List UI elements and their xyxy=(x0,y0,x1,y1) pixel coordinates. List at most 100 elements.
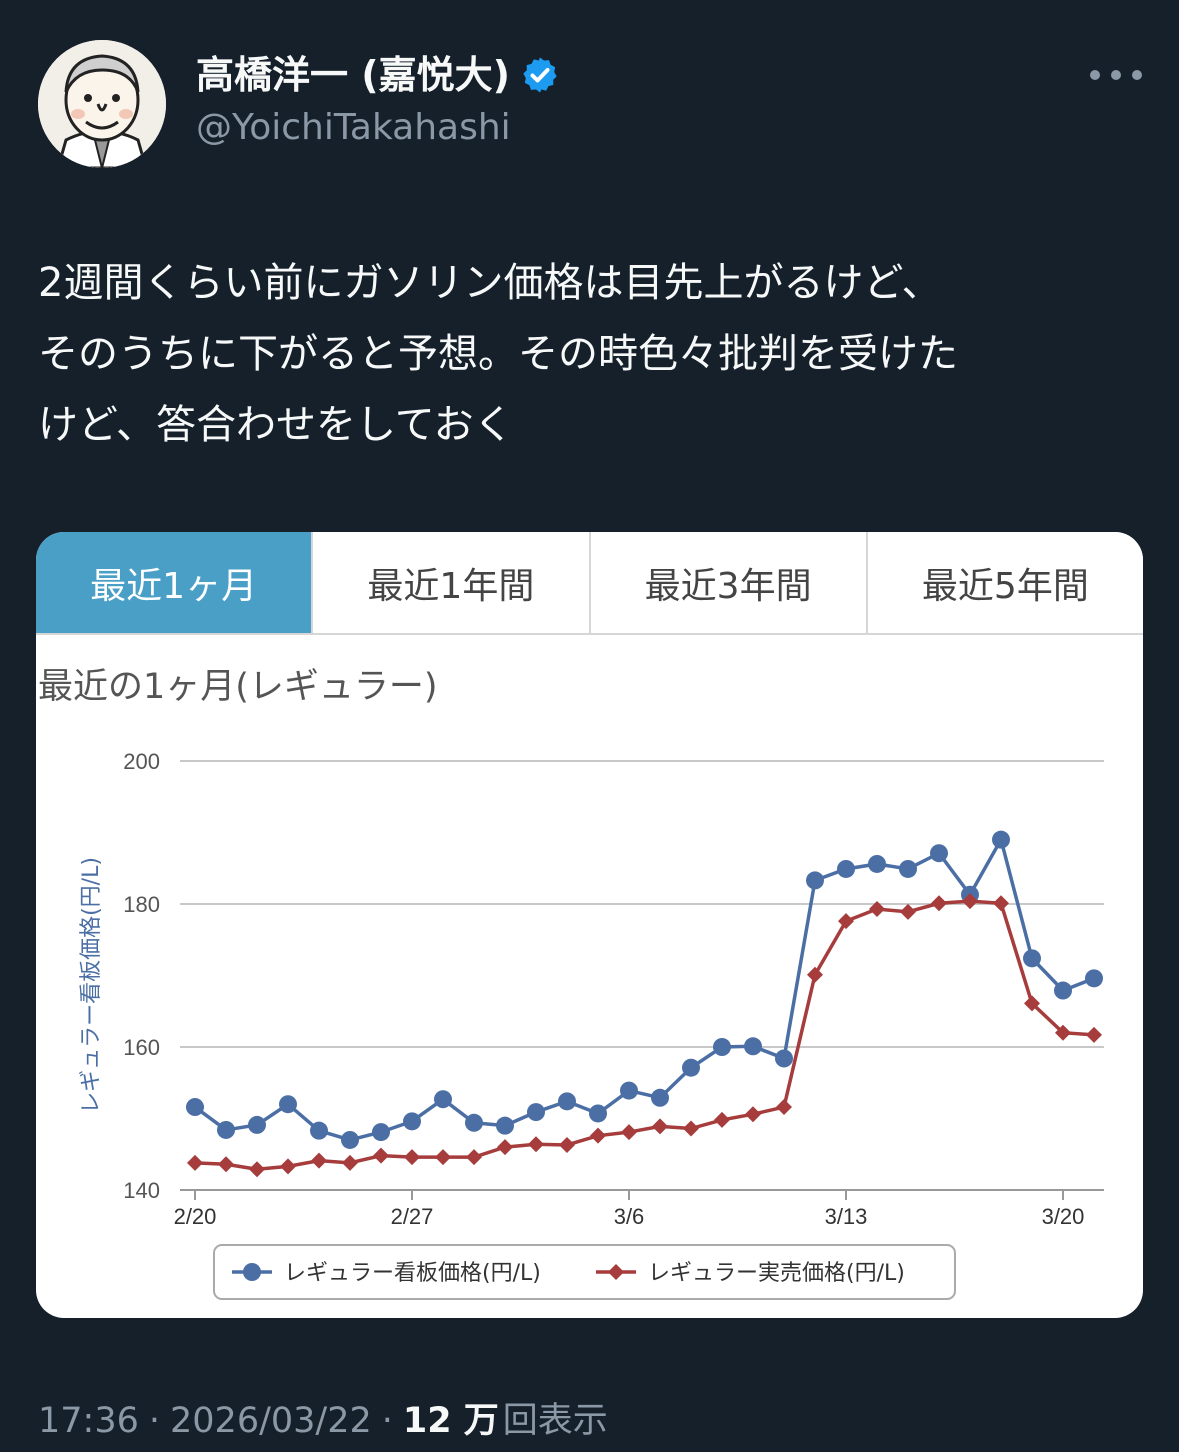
data-point xyxy=(248,1115,266,1134)
verified-badge-icon xyxy=(523,57,557,93)
data-point xyxy=(590,1127,606,1144)
data-point xyxy=(930,844,948,863)
data-point xyxy=(373,1147,389,1164)
data-point xyxy=(435,1149,451,1166)
data-point xyxy=(621,1124,637,1141)
y-axis-label: レギュラー看板価格(円/L) xyxy=(79,857,104,1114)
data-point xyxy=(186,1098,204,1117)
x-tick-label: 2/27 xyxy=(391,1204,434,1229)
data-point xyxy=(496,1116,514,1135)
author-display-name-row[interactable]: 高橋洋一 (嘉悦大) xyxy=(196,52,560,98)
tweet-text: 2週間くらい前にガソリン価格は目先上がるけど、 そのうちに下がると予想。その時色… xyxy=(38,260,958,448)
data-point xyxy=(1054,981,1072,1000)
author-info[interactable]: 高橋洋一 (嘉悦大) @YoichiTakahashi xyxy=(196,52,560,150)
series-line-1 xyxy=(193,835,1095,1142)
x-tick-label: 3/13 xyxy=(825,1204,868,1229)
data-point xyxy=(310,1121,328,1140)
data-point xyxy=(403,1112,421,1131)
data-point xyxy=(311,1152,327,1169)
x-tick-label: 2/20 xyxy=(174,1204,217,1229)
price-line-chart: 200 180 160 140 2/20 2/27 3/6 3/13 3/20 レギュラー看板価格… xyxy=(79,749,1104,1300)
view-label: 回表示 xyxy=(502,1401,608,1441)
data-point xyxy=(683,1120,699,1137)
data-point xyxy=(682,1058,700,1077)
data-point xyxy=(651,1088,669,1107)
more-options-icon[interactable] xyxy=(1090,60,1142,90)
data-point xyxy=(404,1149,420,1166)
y-tick-label: 140 xyxy=(123,1178,160,1203)
y-tick-label: 160 xyxy=(123,1035,160,1060)
series-line-2 xyxy=(194,899,1095,1172)
data-point xyxy=(217,1120,235,1139)
y-tick-label: 180 xyxy=(123,892,160,917)
data-point xyxy=(713,1038,731,1056)
legend-label: レギュラー看板価格(円/L) xyxy=(284,1261,541,1286)
y-tick-label: 200 xyxy=(123,749,160,774)
data-point xyxy=(1086,1026,1102,1043)
data-point xyxy=(558,1092,576,1111)
data-point xyxy=(341,1130,359,1149)
data-point xyxy=(993,895,1009,912)
data-point xyxy=(899,859,917,878)
period-tabs: 最近1ヶ月 最近1年間 最近3年間 最近5年間 xyxy=(36,532,1143,635)
data-point xyxy=(589,1104,607,1123)
data-point xyxy=(775,1049,793,1068)
data-point xyxy=(497,1139,513,1156)
data-point xyxy=(1023,949,1041,968)
data-point xyxy=(279,1095,297,1114)
meta-separator: · xyxy=(381,1401,393,1441)
data-point xyxy=(620,1081,638,1100)
data-point xyxy=(806,871,824,890)
data-point xyxy=(652,1118,668,1135)
x-tick-label: 3/20 xyxy=(1042,1204,1085,1229)
data-point xyxy=(776,1099,792,1116)
data-point xyxy=(1085,969,1103,988)
data-point xyxy=(249,1161,265,1178)
data-point xyxy=(372,1123,390,1142)
data-point xyxy=(869,901,885,918)
data-point xyxy=(962,893,978,910)
data-point xyxy=(466,1149,482,1166)
tab-5-years[interactable]: 最近5年間 xyxy=(865,532,1143,633)
data-point xyxy=(1055,1024,1071,1041)
data-point xyxy=(745,1106,761,1123)
data-point xyxy=(992,830,1010,849)
data-point xyxy=(218,1156,234,1173)
tweet-time[interactable]: 17:36 xyxy=(38,1401,139,1441)
legend-box xyxy=(213,1244,956,1300)
data-point xyxy=(280,1158,296,1175)
data-point xyxy=(527,1103,545,1122)
data-point xyxy=(342,1154,358,1171)
data-point xyxy=(807,966,823,983)
data-point xyxy=(744,1037,762,1056)
tweet-media-image[interactable]: 最近1ヶ月 最近1年間 最近3年間 最近5年間 最近の1ヶ月(レギュラー) 20… xyxy=(36,532,1143,1318)
data-point xyxy=(559,1136,575,1153)
data-point xyxy=(1024,995,1040,1012)
data-point xyxy=(837,859,855,878)
data-point xyxy=(465,1113,483,1132)
data-point xyxy=(931,895,947,912)
tweet-meta: 17:36 · 2026/03/22 · 12 万 回表示 xyxy=(38,1392,608,1443)
author-display-name[interactable]: 高橋洋一 (嘉悦大) xyxy=(196,53,510,97)
tab-1-month[interactable]: 最近1ヶ月 xyxy=(36,532,312,633)
chart-title: 最近の1ヶ月(レギュラー) xyxy=(38,667,438,707)
legend-marker xyxy=(608,1264,624,1280)
illustrated-avatar-icon xyxy=(38,40,166,168)
legend-marker xyxy=(243,1263,261,1281)
view-count: 12 万 xyxy=(402,1401,499,1441)
legend-label: レギュラー実売価格(円/L) xyxy=(648,1261,905,1286)
tweet-date[interactable]: 2026/03/22 xyxy=(170,1401,372,1441)
tab-1-year[interactable]: 最近1年間 xyxy=(311,532,589,633)
author-handle[interactable]: @YoichiTakahashi xyxy=(196,107,511,148)
data-point xyxy=(187,1154,203,1171)
author-avatar[interactable] xyxy=(38,40,166,168)
data-point xyxy=(838,913,854,930)
data-point xyxy=(900,903,916,920)
x-tick-label: 3/6 xyxy=(614,1204,645,1229)
tab-3-years[interactable]: 最近3年間 xyxy=(588,532,866,633)
meta-separator: · xyxy=(148,1401,161,1441)
data-point xyxy=(714,1111,730,1128)
data-point xyxy=(868,854,886,873)
data-point xyxy=(528,1136,544,1153)
data-point xyxy=(434,1090,452,1109)
